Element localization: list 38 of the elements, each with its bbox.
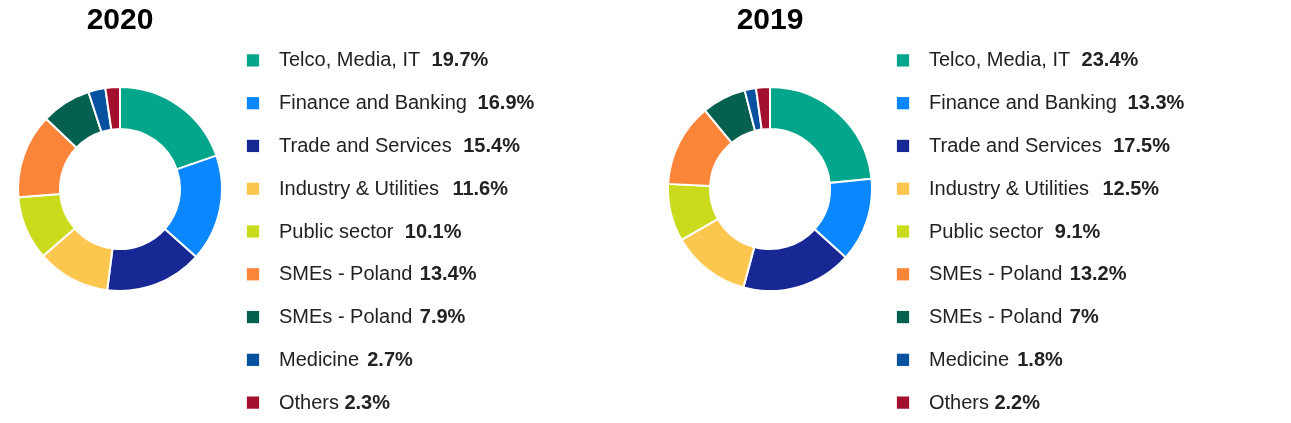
- data-label: 7.9%: [419, 305, 466, 328]
- legend-label: Finance and Banking: [929, 91, 1117, 114]
- legend-label: SMEs - Poland: [279, 305, 413, 328]
- legend-label: Public sector: [929, 219, 1044, 242]
- data-label: 15.4%: [463, 133, 521, 156]
- legend-label: Finance and Banking: [279, 91, 467, 114]
- data-label: 12.5%: [1102, 176, 1160, 199]
- data-label: 13.3%: [1127, 91, 1185, 114]
- legend-label: Industry & Utilities: [279, 176, 440, 199]
- data-label: 2.2%: [994, 390, 1041, 413]
- legend-label: SMEs - Poland: [929, 262, 1063, 285]
- chart-title: 2019: [736, 2, 804, 35]
- data-label: 7%: [1069, 305, 1099, 328]
- data-label: 2.3%: [344, 390, 391, 413]
- data-label: 17.5%: [1113, 133, 1171, 156]
- legend-label: Others: [929, 390, 990, 413]
- data-label: 2.7%: [367, 347, 413, 370]
- legend-label: Telco, Media, IT: [929, 48, 1071, 71]
- data-label: 9.1%: [1054, 219, 1101, 242]
- legend-label: Trade and Services: [279, 133, 452, 156]
- data-label: 13.2%: [1069, 262, 1127, 285]
- data-label: 16.9%: [477, 91, 535, 114]
- data-label: 13.4%: [419, 262, 477, 285]
- data-label: 1.8%: [1017, 347, 1063, 370]
- chart-title: 2020: [86, 2, 154, 35]
- legend-label: Industry & Utilities: [929, 176, 1090, 199]
- legend-label: SMEs - Poland: [279, 262, 413, 285]
- legend-label: Others: [279, 390, 340, 413]
- legend-label: Telco, Media, IT: [279, 48, 421, 71]
- data-label: 23.4%: [1081, 48, 1139, 71]
- legend-label: Public sector: [279, 219, 394, 242]
- legend-label: Trade and Services: [929, 133, 1102, 156]
- legend-label: Medicine: [279, 347, 360, 370]
- data-label: 19.7%: [431, 48, 489, 71]
- data-label: 10.1%: [404, 219, 462, 242]
- legend-label: SMEs - Poland: [929, 305, 1063, 328]
- data-label: 11.6%: [452, 176, 509, 199]
- legend-label: Medicine: [929, 347, 1010, 370]
